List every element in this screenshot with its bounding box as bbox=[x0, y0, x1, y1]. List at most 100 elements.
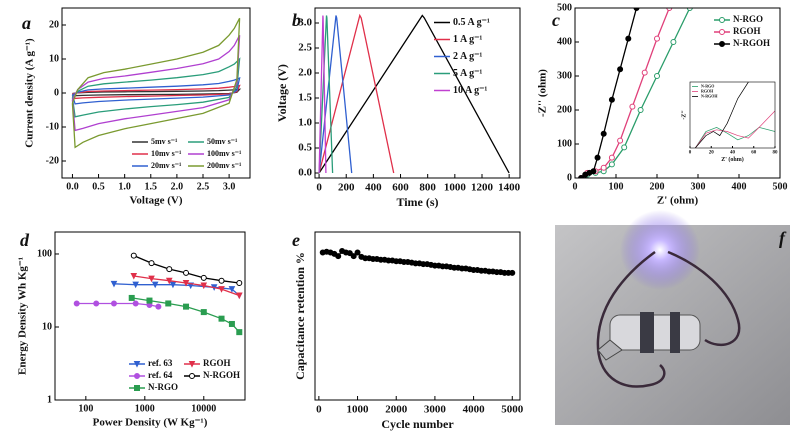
series-line bbox=[695, 82, 749, 148]
marker bbox=[637, 107, 644, 113]
x-tick-label: 0 bbox=[689, 151, 692, 156]
x-tick-label: 600 bbox=[392, 181, 409, 193]
marker bbox=[128, 294, 135, 301]
legend-label: RGOH bbox=[733, 26, 761, 36]
marker bbox=[590, 168, 597, 175]
marker bbox=[93, 300, 100, 307]
wire bbox=[667, 250, 741, 347]
x-tick-label: 3.0 bbox=[223, 181, 236, 192]
marker bbox=[183, 269, 190, 276]
marker bbox=[218, 277, 225, 284]
plot-area bbox=[695, 82, 775, 148]
x-tick-label: 2.5 bbox=[197, 181, 210, 192]
y-tick-label: 200 bbox=[557, 104, 572, 115]
marker bbox=[228, 286, 236, 293]
x-tick-label: 10000 bbox=[191, 403, 216, 414]
clip bbox=[597, 339, 623, 361]
marker bbox=[625, 35, 632, 42]
x-tick-label: 80 bbox=[773, 151, 779, 156]
y-tick-label: 100 bbox=[37, 248, 52, 259]
legend-label: 1 A g⁻¹ bbox=[453, 34, 482, 45]
marker bbox=[133, 361, 141, 368]
y-axis-label: Capacitance retention % bbox=[293, 252, 307, 380]
marker bbox=[666, 8, 673, 11]
x-tick-label: 0 bbox=[316, 403, 322, 415]
x-tick-label: 40 bbox=[730, 151, 736, 156]
x-tick-label: 400 bbox=[365, 181, 382, 193]
legend-label: ref. 64 bbox=[148, 370, 173, 380]
y-tick-label: 0 bbox=[567, 172, 572, 183]
marker bbox=[509, 269, 516, 276]
y-axis-label: -Z'' bbox=[681, 110, 687, 120]
x-tick-label: 3000 bbox=[424, 403, 447, 415]
chart: 0.0 0.5 1.0 1.5 2.0 2.5 3.0 -20 -10 0 10 20 Voltage … bbox=[22, 7, 251, 207]
marker bbox=[148, 275, 155, 283]
legend-label: 5 A g⁻¹ bbox=[453, 68, 482, 79]
plot-frame bbox=[689, 81, 776, 149]
panel-label: f bbox=[779, 228, 787, 248]
marker bbox=[617, 137, 624, 144]
x-tick-label: 60 bbox=[751, 151, 757, 156]
marker bbox=[183, 303, 190, 310]
marker bbox=[236, 280, 243, 287]
legend-label: 5mv s⁻¹ bbox=[151, 137, 178, 146]
marker bbox=[151, 281, 159, 289]
legend-label: RGOH bbox=[203, 358, 231, 368]
y-tick-label: -10 bbox=[46, 121, 59, 132]
legend-label: 0.5 A g⁻¹ bbox=[453, 17, 490, 28]
y-tick-label: 500 bbox=[557, 2, 572, 13]
series-line bbox=[695, 110, 775, 148]
series-line bbox=[71, 57, 241, 118]
x-tick-label: 2.0 bbox=[171, 181, 184, 192]
marker bbox=[110, 300, 117, 307]
x-tick-label: 1200 bbox=[471, 181, 494, 193]
marker bbox=[600, 164, 607, 171]
chart: 0 1000 2000 3000 4000 5000 Cycle number Capacit… bbox=[292, 230, 524, 431]
marker bbox=[578, 175, 585, 178]
marker bbox=[134, 385, 140, 391]
legend-label: 100mv s⁻¹ bbox=[207, 149, 242, 158]
y-tick-label: 20 bbox=[49, 19, 59, 30]
x-tick-label: 1000 bbox=[444, 181, 467, 193]
legend-label: N-RGOH bbox=[733, 38, 770, 48]
legend-label: ref. 63 bbox=[148, 358, 173, 368]
y-axis-label: -Z'' (ohm) bbox=[537, 69, 549, 117]
marker bbox=[146, 297, 153, 304]
y-tick-label: -20 bbox=[46, 155, 59, 166]
marker bbox=[621, 144, 628, 151]
plot-area bbox=[319, 247, 516, 276]
x-tick-label: 500 bbox=[773, 181, 788, 192]
x-tick-label: 0 bbox=[316, 181, 322, 193]
y-axis-label: Voltage (V) bbox=[275, 64, 289, 122]
series-line bbox=[580, 8, 691, 178]
marker bbox=[670, 39, 677, 45]
marker bbox=[182, 280, 190, 287]
y-axis-label: Energy Density Wh Kg⁻¹ bbox=[17, 257, 29, 375]
panel-label: a bbox=[22, 13, 31, 33]
x-axis-label: Cycle number bbox=[381, 417, 454, 431]
marker bbox=[608, 154, 615, 161]
y-tick-label: 100 bbox=[557, 138, 572, 149]
legend-label: 50mv s⁻¹ bbox=[207, 137, 238, 146]
marker bbox=[130, 272, 138, 280]
x-tick-label: 300 bbox=[691, 181, 706, 192]
x-tick-label: 200 bbox=[650, 181, 665, 192]
marker bbox=[719, 41, 725, 47]
series-line bbox=[318, 13, 395, 174]
y-tick-label: 2.5 bbox=[298, 42, 312, 54]
x-tick-label: 1.5 bbox=[145, 181, 158, 192]
marker bbox=[189, 373, 195, 379]
series-line bbox=[580, 8, 670, 178]
marker bbox=[608, 96, 615, 103]
marker bbox=[236, 329, 243, 336]
marker bbox=[218, 286, 225, 293]
plot-frame bbox=[61, 7, 251, 179]
y-tick-label: 0.5 bbox=[298, 142, 312, 154]
marker bbox=[600, 130, 607, 137]
marker bbox=[235, 292, 243, 300]
marker bbox=[218, 315, 225, 322]
marker bbox=[354, 249, 361, 256]
